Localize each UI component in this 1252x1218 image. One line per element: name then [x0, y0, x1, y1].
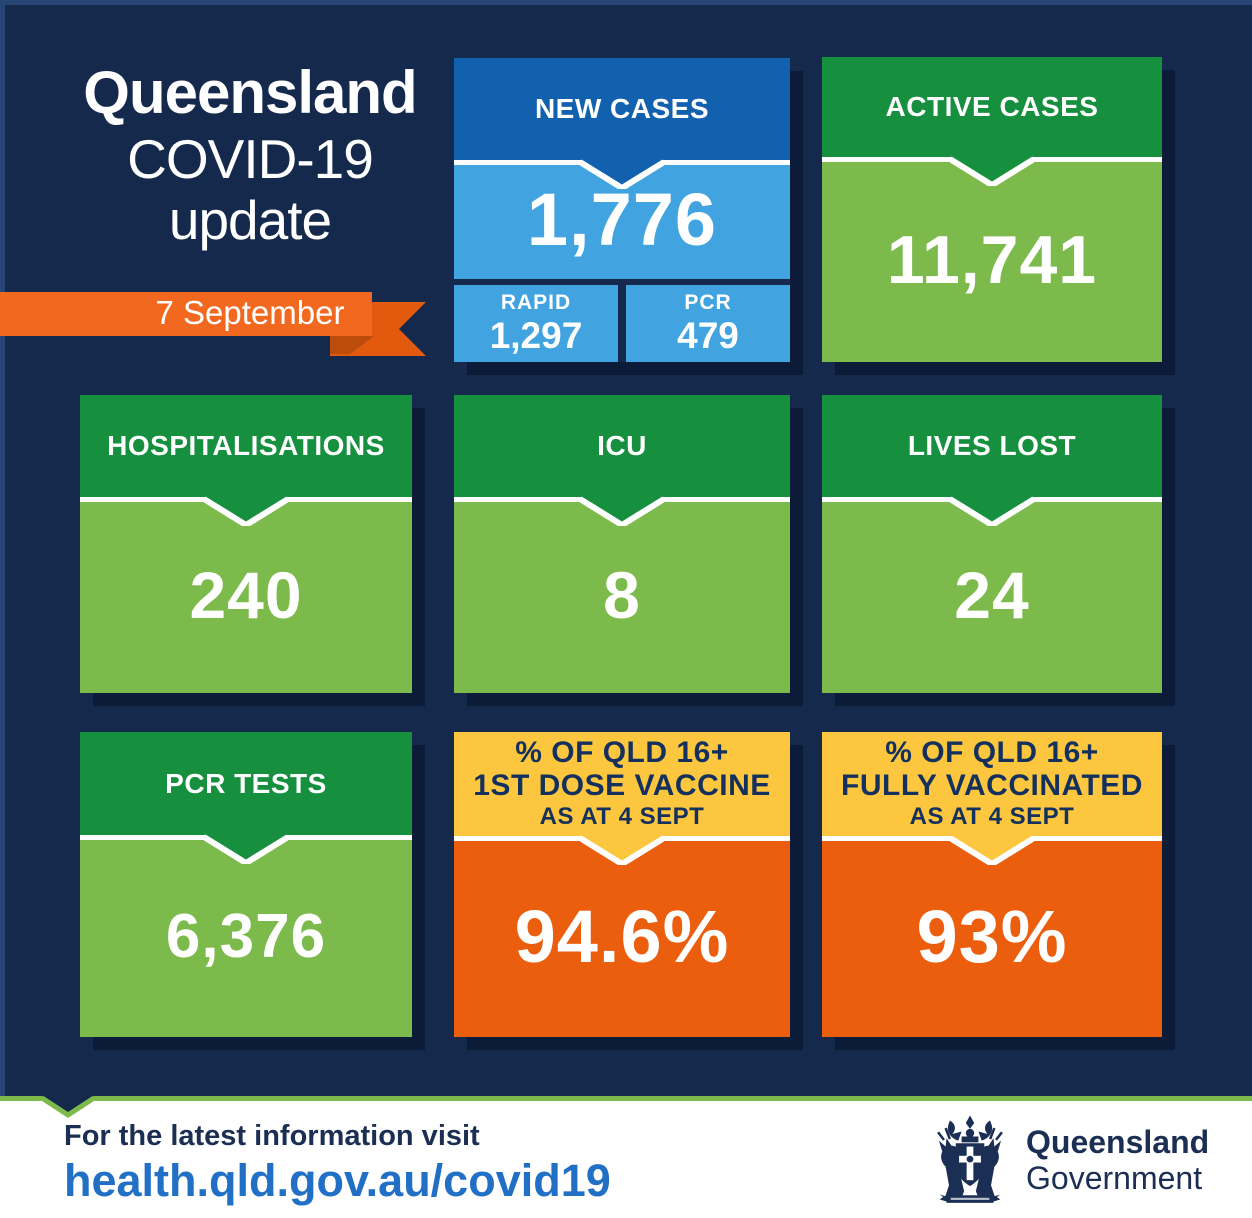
- card-lives-lost: LIVES LOST 24: [822, 395, 1162, 693]
- icu-value: 8: [603, 558, 641, 632]
- pcr-tests-body: 6,376: [80, 834, 412, 1037]
- rapid-cell: RAPID 1,297: [454, 285, 618, 362]
- card-fully-vaccinated: % OF QLD 16+ FULLY VACCINATED AS AT 4 SE…: [822, 732, 1162, 1037]
- date-ribbon: [0, 292, 426, 356]
- new-cases-breakdown: RAPID 1,297 PCR 479: [454, 285, 790, 362]
- title-update: update: [168, 189, 332, 251]
- ribbon-band: [0, 292, 372, 336]
- title-queensland: Queensland: [83, 59, 417, 126]
- new-cases-value: 1,776: [526, 178, 718, 261]
- first-dose-body: 94.6%: [454, 835, 790, 1037]
- page-title: Queensland COVID-19 update: [40, 58, 460, 250]
- gov-logo-text: Queensland Government: [1026, 1124, 1209, 1196]
- card-pcr-tests: PCR TESTS 6,376: [80, 732, 412, 1037]
- fully-vaccinated-label-line2: FULLY VACCINATED: [841, 769, 1143, 802]
- chevron-notch-icon: [950, 156, 1034, 186]
- icu-body: 8: [454, 496, 790, 693]
- pcr-tests-label: PCR TESTS: [165, 767, 327, 799]
- gov-logo-queensland: Queensland: [1026, 1124, 1210, 1160]
- pcr-value: 479: [677, 314, 739, 356]
- pcr-tests-value: 6,376: [165, 901, 327, 971]
- lives-lost-label: LIVES LOST: [907, 430, 1077, 461]
- active-cases-body: 11,741: [822, 156, 1162, 362]
- hospitalisations-header: HOSPITALISATIONS: [80, 395, 412, 497]
- rapid-value: 1,297: [489, 314, 583, 356]
- chevron-notch-icon: [580, 496, 664, 526]
- new-cases-label: NEW CASES: [534, 93, 710, 124]
- lives-lost-header: LIVES LOST: [822, 395, 1162, 497]
- first-dose-value: 94.6%: [514, 895, 730, 978]
- title-covid19: COVID-19: [127, 128, 374, 190]
- first-dose-label-line3: AS AT 4 SEPT: [539, 803, 705, 830]
- card-icu: ICU 8: [454, 395, 790, 693]
- lives-lost-body: 24: [822, 496, 1162, 693]
- active-cases-label: ACTIVE CASES: [885, 91, 1099, 122]
- coat-of-arms-icon: [937, 1115, 1003, 1203]
- queensland-government-logo: Queensland Government: [928, 1115, 1209, 1205]
- chevron-notch-icon: [204, 496, 288, 526]
- footer-info: For the latest information visit health.…: [64, 1117, 611, 1207]
- chevron-notch-icon: [204, 834, 288, 864]
- fully-vaccinated-body: 93%: [822, 835, 1162, 1037]
- date-label: 7 September: [155, 294, 345, 331]
- chevron-notch-icon: [580, 835, 664, 865]
- new-cases-header: NEW CASES: [454, 58, 790, 160]
- chevron-notch-icon: [950, 835, 1034, 865]
- active-cases-header: ACTIVE CASES: [822, 57, 1162, 157]
- active-cases-value: 11,741: [886, 221, 1098, 298]
- ribbon-fold: [330, 336, 374, 354]
- gov-logo-government: Government: [1026, 1160, 1203, 1196]
- first-dose-label-line2: 1ST DOSE VACCINE: [473, 769, 771, 802]
- icu-header: ICU: [454, 395, 790, 497]
- hospitalisations-value: 240: [189, 558, 303, 632]
- fully-vaccinated-value: 93%: [916, 895, 1068, 978]
- fully-vaccinated-header: % OF QLD 16+ FULLY VACCINATED AS AT 4 SE…: [822, 732, 1162, 836]
- pcr-tests-header: PCR TESTS: [80, 732, 412, 835]
- icu-label: ICU: [597, 430, 647, 461]
- first-dose-label-line1: % OF QLD 16+: [515, 736, 729, 769]
- card-active-cases: ACTIVE CASES 11,741: [822, 57, 1162, 362]
- pcr-cell: PCR 479: [626, 285, 790, 362]
- card-first-dose-vaccine: % OF QLD 16+ 1ST DOSE VACCINE AS AT 4 SE…: [454, 732, 790, 1037]
- footer: For the latest information visit health.…: [0, 1096, 1252, 1218]
- rapid-label: RAPID: [500, 290, 572, 314]
- first-dose-header: % OF QLD 16+ 1ST DOSE VACCINE AS AT 4 SE…: [454, 732, 790, 836]
- fully-vaccinated-label-line3: AS AT 4 SEPT: [909, 803, 1075, 830]
- hospitalisations-label: HOSPITALISATIONS: [107, 430, 385, 461]
- pcr-label: PCR: [684, 290, 732, 314]
- new-cases-body: 1,776: [454, 159, 790, 279]
- footer-url-link[interactable]: health.qld.gov.au/covid19: [64, 1155, 611, 1206]
- chevron-notch-icon: [580, 159, 664, 189]
- hospitalisations-body: 240: [80, 496, 412, 693]
- chevron-notch-icon: [950, 496, 1034, 526]
- fully-vaccinated-label-line1: % OF QLD 16+: [885, 736, 1099, 769]
- card-hospitalisations: HOSPITALISATIONS 240: [80, 395, 412, 693]
- footer-chevron-icon: [42, 1096, 94, 1118]
- card-new-cases: NEW CASES 1,776 RAPID 1,297 PCR 479: [454, 58, 790, 362]
- footer-info-text: For the latest information visit: [64, 1120, 480, 1152]
- lives-lost-value: 24: [954, 558, 1030, 632]
